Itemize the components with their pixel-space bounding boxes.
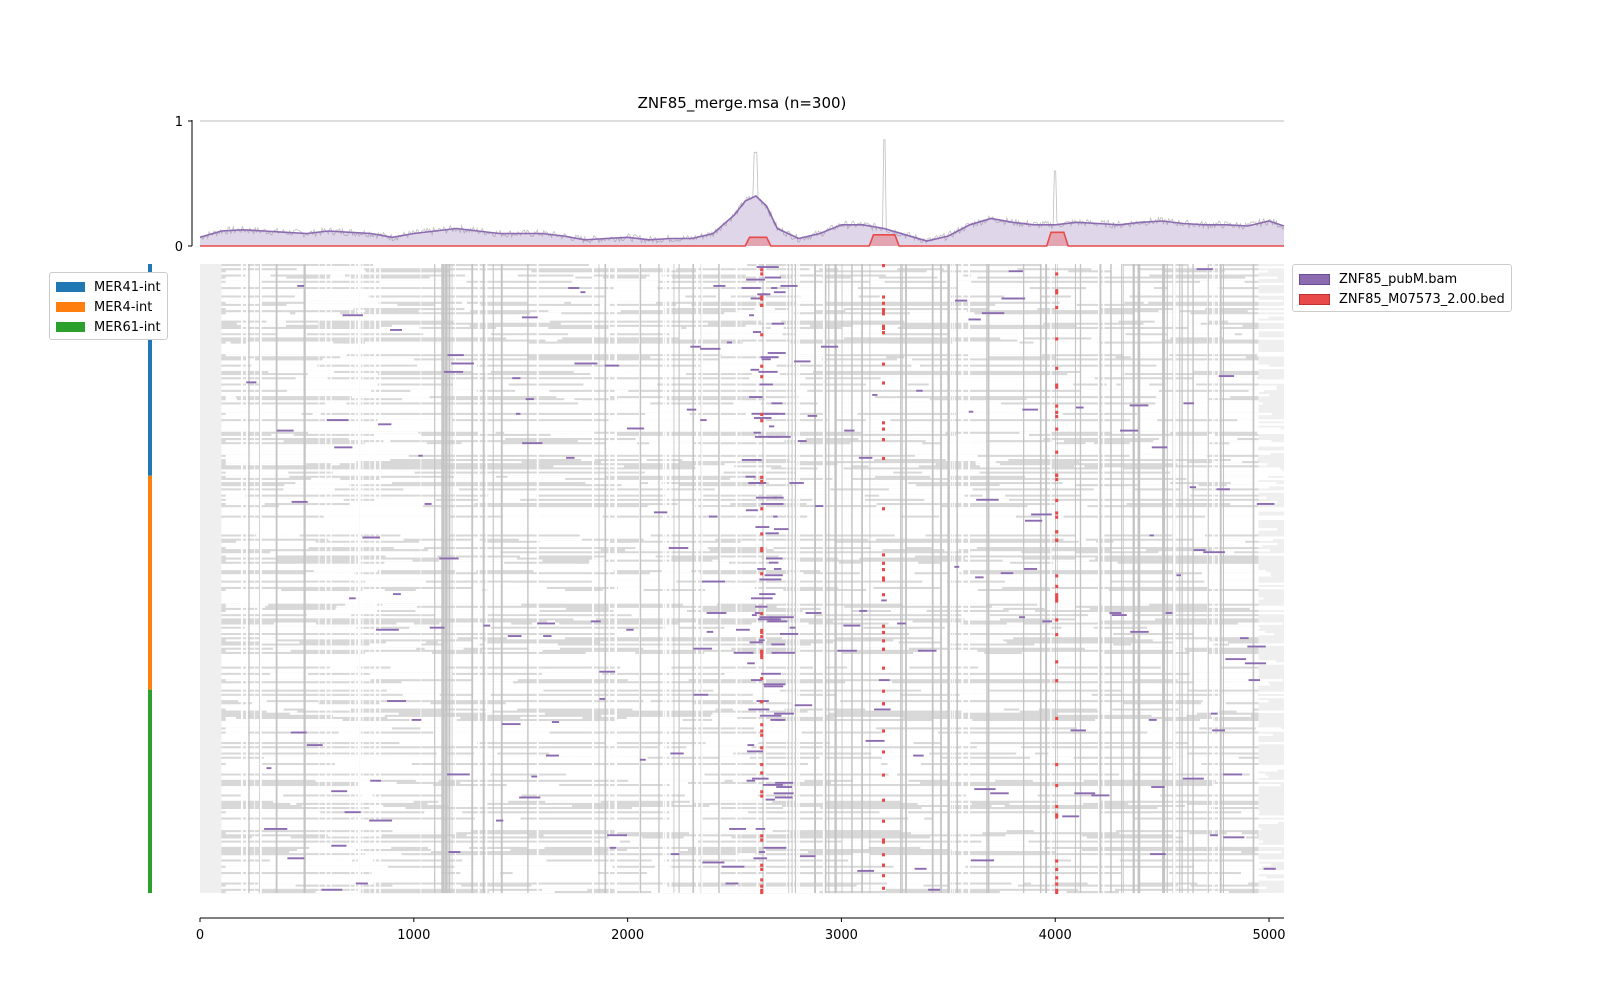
- coverage-profile-chart: 01: [175, 115, 1285, 255]
- legend-swatch: [56, 322, 85, 332]
- group-bar-mer61-int: [148, 689, 152, 893]
- legend-label: MER4-int: [94, 299, 153, 315]
- motif-hits: [760, 264, 1059, 895]
- legend-item-mer61: MER61-int: [56, 317, 161, 337]
- chart-title: ZNF85_merge.msa (n=300): [637, 94, 847, 112]
- series-line-0: [199, 195, 1285, 242]
- msa-background: [200, 264, 1284, 893]
- x-tick-label: 1000: [397, 928, 430, 943]
- legend-swatch: [56, 282, 85, 292]
- series-line-1: [200, 231, 1284, 247]
- group-bar-mer4-int: [148, 475, 152, 690]
- legend-item-bam: ZNF85_pubM.bam: [1299, 269, 1505, 289]
- gap-columns: [241, 264, 1255, 893]
- legend-swatch: [1299, 273, 1330, 285]
- legend-swatch: [1299, 293, 1330, 305]
- track-legend: ZNF85_pubM.bam ZNF85_M07573_2.00.bed: [1292, 264, 1512, 312]
- legend-label: MER61-int: [94, 319, 161, 335]
- x-tick-label: 3000: [825, 928, 858, 943]
- legend-item-mer41: MER41-int: [56, 277, 161, 297]
- legend-item-mer4: MER4-int: [56, 297, 161, 317]
- signal-reads: [246, 266, 1276, 891]
- y-tick-label: 1: [175, 115, 183, 130]
- legend-label: MER41-int: [94, 279, 161, 295]
- alignment-body: [221, 264, 1337, 894]
- legend-label: ZNF85_pubM.bam: [1339, 271, 1458, 287]
- series-area-0: [200, 196, 1284, 246]
- x-tick-label: 2000: [611, 928, 644, 943]
- x-tick-label: 5000: [1252, 928, 1285, 943]
- x-tick-label: 0: [196, 928, 204, 943]
- group-legend: MER41-int MER4-int MER61-int: [49, 272, 168, 340]
- x-tick-label: 4000: [1039, 928, 1072, 943]
- legend-swatch: [56, 302, 85, 312]
- y-tick-label: 0: [175, 240, 183, 255]
- legend-label: ZNF85_M07573_2.00.bed: [1339, 291, 1505, 307]
- legend-item-bed: ZNF85_M07573_2.00.bed: [1299, 289, 1505, 309]
